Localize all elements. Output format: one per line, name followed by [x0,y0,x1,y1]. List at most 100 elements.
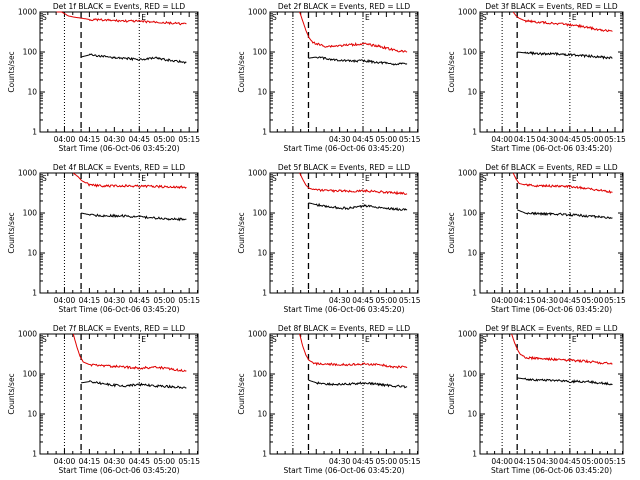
lld-series-line [512,11,613,33]
lld-series-line [72,333,187,372]
x-tick-label: 04:15 [79,135,101,144]
y-tick-label: 10 [467,88,477,97]
chart-panel-8: Det 8f BLACK = Events, RED = LLD 1 10 100 10… [237,324,421,475]
start-marker-label: S [272,174,277,183]
x-tick-label: 04:30 [329,296,351,305]
start-marker-label: S [272,335,277,344]
x-tick-label: 05:15 [604,296,626,305]
x-tick-label: 05:15 [178,296,200,305]
y-tick-label: 1 [472,128,477,137]
events-series-line [308,56,408,66]
lld-series-line [56,11,187,26]
y-axis-label: Counts/sec [447,212,456,253]
x-tick-label: 04:30 [329,457,351,466]
chart-title: Det 1f BLACK = Events, RED = LLD [53,2,186,11]
x-tick-label: 04:00 [54,296,76,305]
y-tick-label: 10 [257,410,267,419]
plot-frame [269,333,419,455]
x-tick-label: 04:45 [352,296,374,305]
chart-title: Det 8f BLACK = Events, RED = LLD [278,324,411,333]
y-tick-label: 1000 [248,330,267,339]
y-tick-label: 1 [262,450,267,459]
y-tick-label: 1000 [248,8,267,17]
y-tick-label: 1000 [18,8,37,17]
x-tick-label: 04:30 [104,457,126,466]
x-tick-label: 04:30 [329,135,351,144]
x-tick-label: 04:45 [352,457,374,466]
x-tick-label: 04:45 [128,457,150,466]
y-tick-label: 1000 [458,8,477,17]
x-tick-label: 05:00 [376,135,398,144]
x-tick-label: 04:15 [79,296,101,305]
chart-panel-2: Det 2f BLACK = Events, RED = LLD 1 10 100 10… [237,2,421,153]
y-tick-label: 10 [27,410,37,419]
x-tick-label: 04:30 [536,135,558,144]
x-tick-label: 05:15 [178,457,200,466]
x-axis-label: Start Time (06-Oct-06 03:45:20) [283,144,404,153]
x-tick-label: 05:15 [399,296,421,305]
x-tick-label: 05:15 [399,457,421,466]
events-series-line [80,212,187,222]
events-series-line [517,377,613,386]
end-marker-label: E [141,335,146,344]
lld-series-line [73,172,187,190]
y-tick-label: 100 [23,209,38,218]
y-tick-label: 1000 [18,330,37,339]
x-tick-label: 05:00 [376,296,398,305]
x-tick-label: 05:15 [604,457,626,466]
start-marker-label: S [482,335,487,344]
end-marker-label: E [141,13,146,22]
y-axis-label: Counts/sec [7,51,16,92]
x-tick-label: 05:15 [178,135,200,144]
x-tick-label: 05:15 [604,135,626,144]
plot-frame [269,172,419,294]
y-tick-label: 10 [257,88,267,97]
x-tick-label: 04:00 [491,457,513,466]
end-marker-label: E [365,174,370,183]
x-tick-label: 04:45 [128,135,150,144]
x-tick-label: 05:00 [153,296,175,305]
y-tick-label: 100 [23,370,38,379]
x-axis-label: Start Time (06-Oct-06 03:45:20) [283,305,404,314]
x-tick-label: 05:00 [376,457,398,466]
x-tick-label: 04:15 [514,135,536,144]
events-series-line [80,53,187,65]
end-marker-label: E [572,174,577,183]
events-series-line [308,202,408,211]
x-tick-label: 05:15 [399,135,421,144]
plot-frame [39,11,199,133]
x-axis-label: Start Time (06-Oct-06 03:45:20) [491,466,612,475]
y-tick-label: 100 [253,209,268,218]
x-tick-label: 04:45 [559,135,581,144]
y-tick-label: 1 [262,289,267,298]
x-axis-label: Start Time (06-Oct-06 03:45:20) [283,466,404,475]
y-axis-label: Counts/sec [7,373,16,414]
lld-series-line [299,11,408,53]
chart-title: Det 9f BLACK = Events, RED = LLD [485,324,618,333]
start-marker-label: S [42,13,47,22]
y-tick-label: 10 [467,249,477,258]
x-tick-label: 04:45 [352,135,374,144]
lld-series-line [299,333,408,369]
y-tick-label: 100 [463,370,478,379]
events-series-line [308,379,408,389]
chart-panel-7: Det 7f BLACK = Events, RED = LLD 1 10 100 10… [7,324,200,475]
lld-series-line [299,172,408,196]
chart-panel-5: Det 5f BLACK = Events, RED = LLD 1 10 100 10… [237,163,421,314]
y-axis-label: Counts/sec [237,212,246,253]
chart-title: Det 5f BLACK = Events, RED = LLD [278,163,411,172]
x-tick-label: 04:00 [54,135,76,144]
chart-panel-6: Det 6f BLACK = Events, RED = LLD 1 10 100 10… [447,163,626,314]
y-axis-label: Counts/sec [447,373,456,414]
events-series-line [517,209,613,220]
plot-frame [39,172,199,294]
y-axis-label: Counts/sec [447,51,456,92]
y-tick-label: 1 [262,128,267,137]
y-tick-label: 10 [27,88,37,97]
x-tick-label: 04:00 [54,457,76,466]
x-tick-label: 04:15 [514,457,536,466]
x-tick-label: 04:45 [559,296,581,305]
x-axis-label: Start Time (06-Oct-06 03:45:20) [58,305,179,314]
x-tick-label: 04:30 [104,135,126,144]
